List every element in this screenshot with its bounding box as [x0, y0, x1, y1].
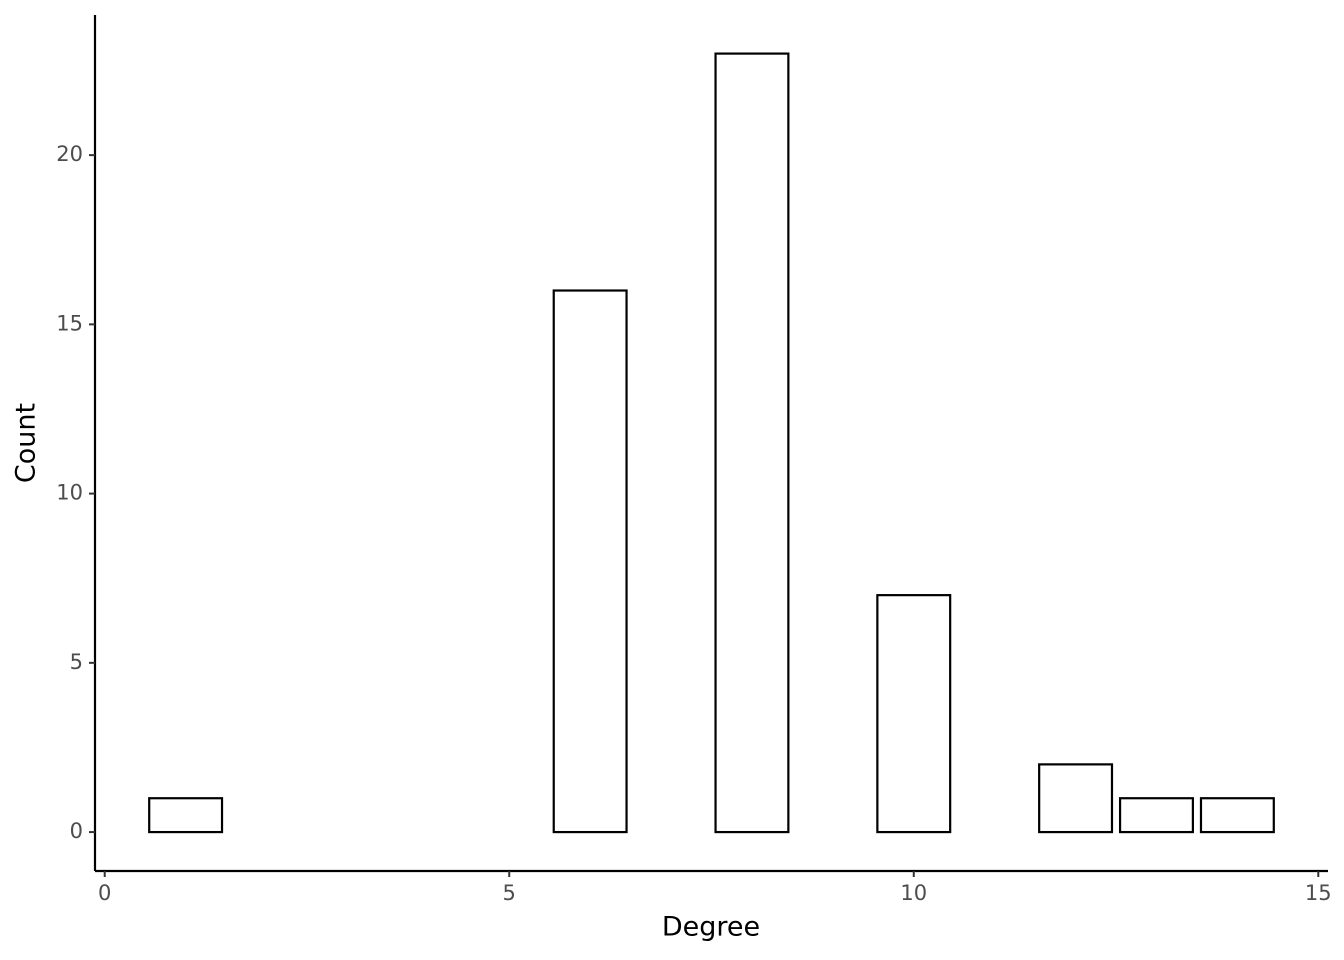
bar [714, 52, 790, 834]
y-tick-label: 10 [56, 481, 83, 505]
bar [1038, 763, 1114, 834]
y-tick-label: 5 [70, 650, 83, 674]
bar [148, 797, 224, 834]
bar [1118, 797, 1194, 834]
x-tick-label: 15 [1305, 881, 1332, 905]
bar [1199, 797, 1275, 834]
x-axis-title: Degree [662, 912, 760, 943]
y-tick-label: 15 [56, 311, 83, 335]
y-tick-label: 20 [56, 142, 83, 166]
x-tick-label: 5 [503, 881, 516, 905]
x-tick-label: 0 [98, 881, 111, 905]
bar [552, 289, 628, 834]
x-tick-label: 10 [900, 881, 927, 905]
y-axis-title: Count [11, 403, 42, 483]
bar [876, 594, 952, 834]
y-tick-label: 0 [70, 819, 83, 843]
